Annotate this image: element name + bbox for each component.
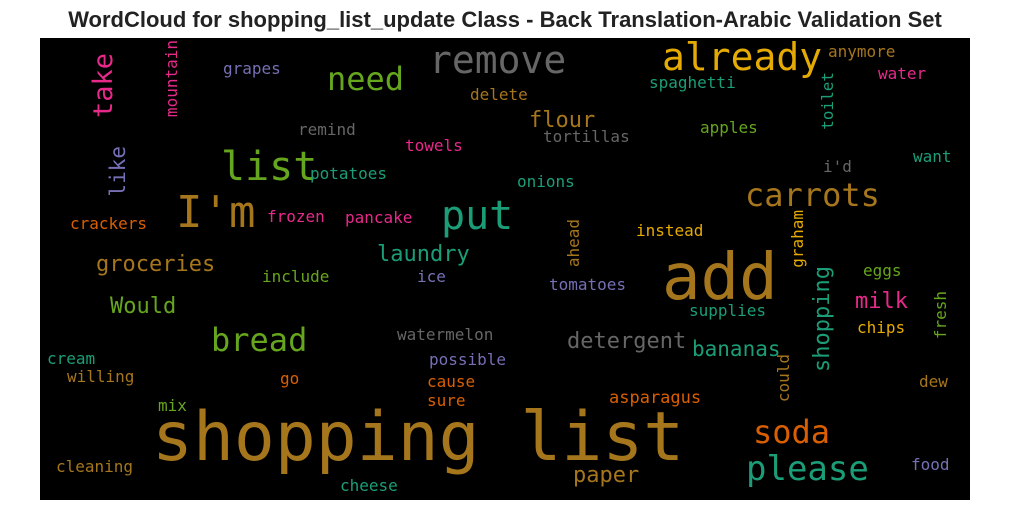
word-delete: delete: [470, 85, 528, 104]
word-mountain: mountain: [162, 40, 181, 118]
word-chips: chips: [857, 318, 906, 337]
word-graham: graham: [788, 210, 807, 268]
word-shopping-list: shopping list: [152, 398, 685, 477]
word-cause: cause: [427, 372, 476, 391]
word-flour: flour: [529, 108, 596, 133]
word-would: Would: [110, 294, 177, 319]
word-detergent: detergent: [567, 329, 687, 354]
word-fresh: fresh: [931, 291, 950, 340]
word-could: could: [774, 354, 793, 403]
word-already: already: [662, 38, 823, 79]
word-want: want: [913, 147, 952, 166]
word-remind: remind: [298, 120, 356, 139]
word-dew: dew: [919, 372, 948, 391]
word-towels: towels: [405, 136, 463, 155]
word-shopping: shopping: [810, 266, 835, 372]
word-put: put: [441, 193, 514, 239]
word-ice: ice: [417, 267, 446, 286]
word-milk: milk: [855, 289, 908, 314]
word-potatoes: potatoes: [310, 164, 388, 183]
word-soda: soda: [753, 413, 831, 451]
word-asparagus: asparagus: [609, 388, 702, 408]
word-cheese: cheese: [340, 476, 398, 495]
word-apples: apples: [700, 118, 758, 137]
word-sure: sure: [427, 391, 466, 410]
word-list: list: [221, 144, 318, 190]
word-food: food: [911, 455, 950, 474]
word-cleaning: cleaning: [56, 457, 134, 476]
word-pancake: pancake: [345, 208, 413, 227]
word-possible: possible: [429, 350, 507, 369]
word-need: need: [327, 60, 405, 98]
word-id: i'd: [823, 157, 852, 176]
word-tomatoes: tomatoes: [549, 275, 627, 294]
word-remove: remove: [429, 38, 567, 82]
word-bread: bread: [211, 321, 308, 359]
word-include: include: [262, 267, 330, 286]
word-frozen: frozen: [267, 207, 325, 226]
word-grapes: grapes: [223, 59, 281, 78]
word-go: go: [280, 369, 300, 388]
word-willing: willing: [67, 367, 135, 386]
word-toilet: toilet: [818, 72, 837, 130]
word-im: I'm: [176, 187, 256, 238]
word-groceries: groceries: [96, 252, 216, 277]
chart-title: WordCloud for shopping_list_update Class…: [68, 7, 942, 32]
word-onions: onions: [517, 172, 575, 191]
word-please: please: [746, 449, 869, 489]
word-mix: mix: [158, 396, 187, 415]
word-paper: paper: [573, 463, 640, 488]
word-spaghetti: spaghetti: [649, 73, 736, 92]
word-cream: cream: [47, 349, 96, 368]
word-instead: instead: [636, 221, 704, 240]
word-carrots: carrots: [745, 176, 880, 214]
word-water: water: [878, 64, 927, 83]
word-bananas: bananas: [692, 337, 781, 361]
word-take: take: [88, 53, 119, 119]
word-tortillas: tortillas: [543, 127, 630, 146]
word-anymore: anymore: [828, 42, 896, 61]
word-crackers: crackers: [70, 214, 148, 233]
word-cloud-canvas: shopping list add already remove I'm lis…: [40, 38, 970, 500]
word-like: like: [106, 146, 130, 197]
word-ahead: ahead: [564, 219, 583, 268]
word-supplies: supplies: [689, 301, 767, 320]
word-add: add: [662, 241, 778, 315]
word-eggs: eggs: [863, 261, 902, 280]
word-watermelon: watermelon: [397, 325, 494, 344]
word-laundry: laundry: [377, 242, 470, 267]
